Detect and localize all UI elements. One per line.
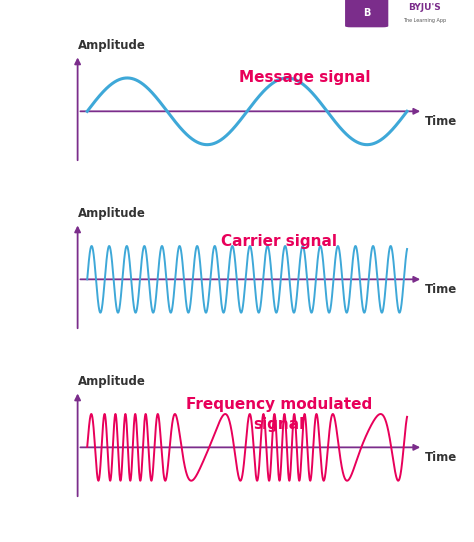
Text: The Learning App: The Learning App: [403, 18, 446, 23]
Text: Message signal: Message signal: [239, 70, 371, 86]
Text: Carrier signal: Carrier signal: [221, 234, 337, 249]
Text: Time: Time: [425, 451, 457, 464]
FancyBboxPatch shape: [345, 0, 388, 27]
Text: Time: Time: [425, 115, 457, 128]
Text: BYJU'S: BYJU'S: [408, 3, 441, 12]
Text: Amplitude: Amplitude: [78, 39, 146, 52]
Text: Time: Time: [425, 283, 457, 296]
Text: B: B: [363, 8, 370, 18]
Text: Amplitude: Amplitude: [78, 207, 146, 220]
Text: Frequency modulated
signal: Frequency modulated signal: [186, 397, 372, 433]
Text: Amplitude: Amplitude: [78, 375, 146, 388]
